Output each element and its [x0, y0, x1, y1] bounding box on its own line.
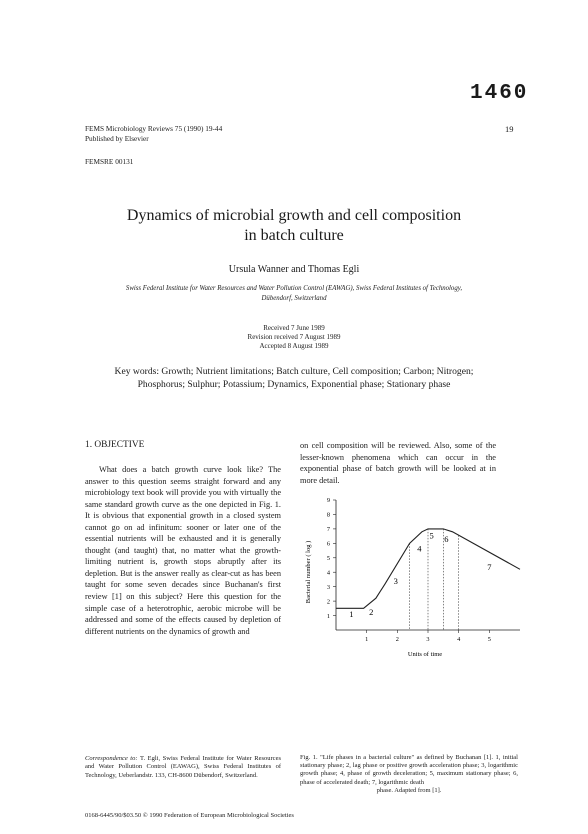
y-tick-label: 7: [327, 526, 330, 533]
keywords-line: Phosphorus; Sulphur; Potassium; Dynamics…: [137, 378, 451, 390]
right-column: on cell composition will be reviewed. Al…: [300, 440, 496, 486]
figure-caption: Fig. 1. "Life phases in a bacterial cult…: [300, 754, 518, 795]
x-tick-label: 5: [488, 636, 491, 643]
title-line: in batch culture: [244, 227, 344, 244]
received-date: Received 7 June 1989: [263, 324, 325, 332]
correspondence-text: T. Egli, Swiss Federal Institute for Wat…: [85, 755, 281, 779]
y-tick-label: 9: [327, 497, 330, 504]
article-title: Dynamics of microbial growth and cell co…: [0, 206, 588, 246]
caption-last-line: phase. Adapted from [1].: [376, 786, 442, 794]
publisher-line: Published by Elsevier: [85, 134, 149, 143]
phase-label: 7: [487, 562, 491, 572]
affiliation: Swiss Federal Institute for Water Resour…: [70, 284, 518, 304]
correspondence-note: Correspondence to: T. Egli, Swiss Federa…: [85, 755, 281, 780]
y-tick-label: 2: [327, 598, 330, 605]
stamp-number: 1460: [470, 82, 529, 105]
left-column-paragraph: What does a batch growth curve look like…: [85, 465, 281, 636]
phase-dividers: [409, 528, 459, 630]
phase-label: 2: [369, 607, 373, 617]
right-column-paragraph: on cell composition will be reviewed. Al…: [300, 441, 496, 485]
keywords-line: Key words: Growth; Nutrient limitations;…: [114, 366, 474, 377]
journal-header: FEMS Microbiology Reviews 75 (1990) 19-4…: [85, 124, 222, 144]
y-tick-label: 1: [327, 613, 330, 620]
x-tick-label: 1: [365, 636, 368, 643]
article-code: FEMSRE 00131: [85, 157, 134, 166]
y-tick-label: 5: [327, 555, 330, 562]
keywords: Key words: Growth; Nutrient limitations;…: [70, 366, 518, 391]
title-line: Dynamics of microbial growth and cell co…: [126, 207, 462, 224]
y-axis-label: Bacterial number ( log ): [305, 541, 312, 603]
phase-labels: 1 2 3 45 6 7: [349, 530, 491, 619]
affiliation-line: Swiss Federal Institute for Water Resour…: [125, 285, 463, 292]
issn-line: 0168-6445/90/$03.50 © 1990 Federation of…: [85, 812, 294, 819]
journal-line: FEMS Microbiology Reviews 75 (1990) 19-4…: [85, 124, 223, 133]
page-number: 19: [505, 124, 514, 134]
affiliation-line: Dübendorf, Switzerland: [261, 295, 327, 302]
phase-label: 1: [349, 609, 353, 619]
y-tick-label: 6: [327, 541, 330, 548]
phase-label: 4: [417, 543, 422, 553]
authors: Ursula Wanner and Thomas Egli: [228, 264, 360, 275]
revision-date: Revision received 7 August 1989: [247, 333, 341, 341]
y-tick-label: 4: [327, 569, 331, 576]
x-tick-label: 2: [396, 636, 399, 643]
growth-curve-line: [336, 528, 521, 609]
section-heading: 1. OBJECTIVE: [85, 440, 145, 450]
left-column: What does a batch growth curve look like…: [85, 464, 281, 637]
phase-label: 6: [444, 534, 448, 544]
accepted-date: Accepted 8 August 1989: [259, 342, 329, 350]
caption-text: Fig. 1. "Life phases in a bacterial cult…: [300, 754, 518, 786]
phase-label: 3: [394, 576, 398, 586]
x-tick-label: 4: [457, 636, 461, 643]
phase-label: 5: [430, 530, 434, 540]
correspondence-label: Correspondence to:: [85, 755, 138, 762]
x-tick-label: 3: [426, 636, 429, 643]
x-axis-label: Units of time: [408, 651, 442, 658]
y-tick-label: 8: [327, 512, 330, 519]
y-tick-label: 3: [327, 584, 330, 591]
received-dates: Received 7 June 1989 Revision received 7…: [0, 324, 588, 351]
